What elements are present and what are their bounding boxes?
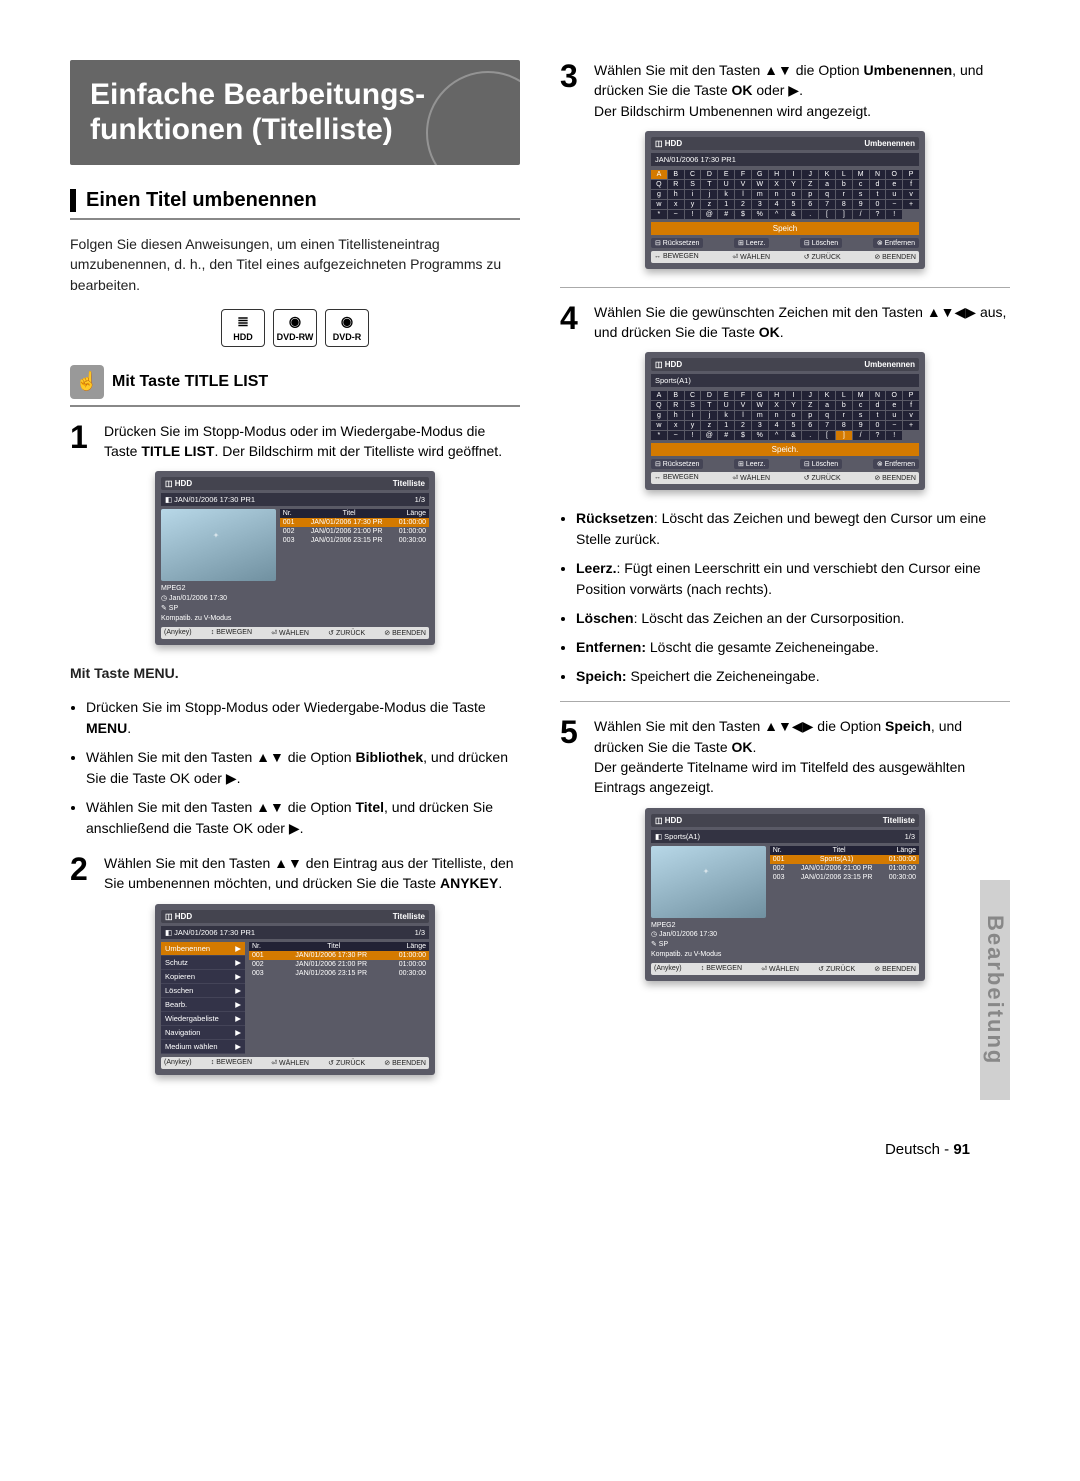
- menu-bullets: Drücken Sie im Stopp-Modus oder Wiederga…: [70, 697, 520, 839]
- screenshot-keyboard-1: ◫ HDDUmbenennen JAN/01/2006 17:30 PR1 AB…: [645, 131, 925, 269]
- screenshot-popup: ◫ HDDTitelliste ◧ JAN/01/2006 17:30 PR11…: [155, 904, 435, 1075]
- step-2: 2 Wählen Sie mit den Tasten ▲▼ den Eintr…: [70, 853, 520, 894]
- subsection-title: Mit Taste TITLE LIST: [112, 373, 268, 391]
- screenshot-final: ◫ HDDTitelliste ◧ Sports(A1)1/3 Nr.Titel…: [645, 808, 925, 981]
- menu-hint-title: Mit Taste MENU.: [70, 663, 520, 683]
- step-2-num: 2: [70, 853, 96, 894]
- screenshot-titlelist: ◫ HDDTitelliste ◧ JAN/01/2006 17:30 PR11…: [155, 471, 435, 644]
- step-4: 4 Wählen Sie die gewünschten Zeichen mit…: [560, 302, 1010, 343]
- subsection-header: ☝ Mit Taste TITLE LIST: [70, 365, 520, 399]
- divider: [560, 287, 1010, 288]
- step-1-num: 1: [70, 421, 96, 462]
- step-5-num: 5: [560, 716, 586, 797]
- divider-2: [560, 701, 1010, 702]
- step-1-body: Drücken Sie im Stopp-Modus oder im Wiede…: [104, 421, 520, 462]
- step-3-body: Wählen Sie mit den Tasten ▲▼ die Option …: [594, 60, 1010, 121]
- step-5: 5 Wählen Sie mit den Tasten ▲▼◀▶ die Opt…: [560, 716, 1010, 797]
- hdd-icon: ≣HDD: [221, 309, 265, 347]
- media-icons: ≣HDD ◉DVD-RW ◉DVD-R: [70, 309, 520, 347]
- page-heading-text: Einfache Bearbeitungs- funktionen (Titel…: [90, 78, 500, 147]
- step-4-body: Wählen Sie die gewünschten Zeichen mit d…: [594, 302, 1010, 343]
- dvd-r-icon: ◉DVD-R: [325, 309, 369, 347]
- section-rule: [70, 218, 520, 220]
- section-title: Einen Titel umbenennen: [70, 189, 520, 212]
- step-5-body: Wählen Sie mit den Tasten ▲▼◀▶ die Optio…: [594, 716, 1010, 797]
- page-footer: Deutsch - 91: [70, 1141, 1010, 1158]
- side-tab-label: Bearbeitung: [982, 915, 1008, 1065]
- step-2-body: Wählen Sie mit den Tasten ▲▼ den Eintrag…: [104, 853, 520, 894]
- step-3-num: 3: [560, 60, 586, 121]
- side-tab: Bearbeitung: [980, 880, 1010, 1100]
- section-intro: Folgen Sie diesen Anweisungen, um einen …: [70, 234, 520, 295]
- subsection-rule: [70, 405, 520, 407]
- step-1: 1 Drücken Sie im Stopp-Modus oder im Wie…: [70, 421, 520, 462]
- step-3: 3 Wählen Sie mit den Tasten ▲▼ die Optio…: [560, 60, 1010, 121]
- dvd-rw-icon: ◉DVD-RW: [273, 309, 317, 347]
- remote-icon: ☝: [70, 365, 104, 399]
- page-heading: Einfache Bearbeitungs- funktionen (Titel…: [70, 60, 520, 165]
- explain-bullets: Rücksetzen: Löscht das Zeichen und beweg…: [560, 508, 1010, 687]
- screenshot-keyboard-2: ◫ HDDUmbenennen Sports(A1) ABCDEFGHIJKLM…: [645, 352, 925, 490]
- step-4-num: 4: [560, 302, 586, 343]
